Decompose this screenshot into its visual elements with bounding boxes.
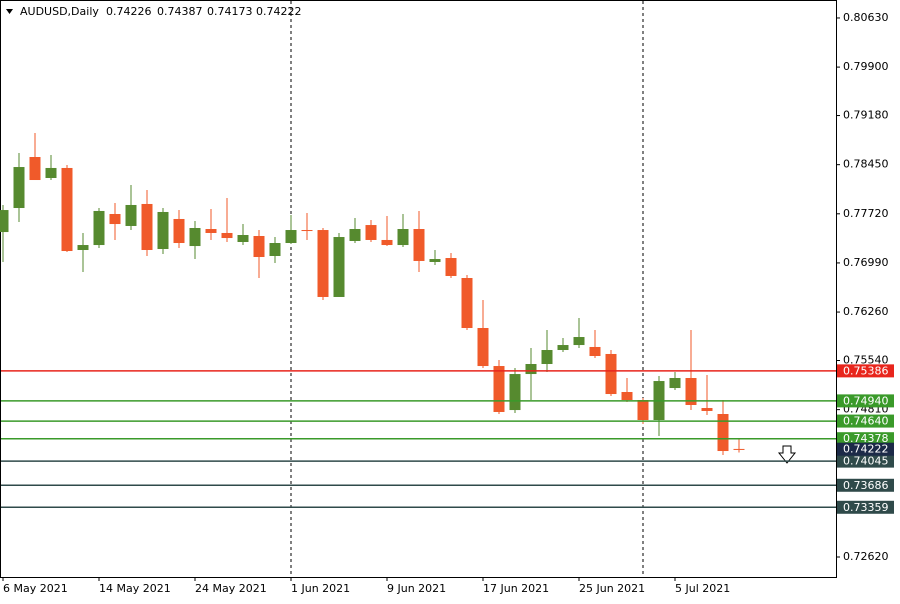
candle-body bbox=[381, 239, 393, 246]
candle-body bbox=[365, 225, 377, 240]
candle-body bbox=[61, 167, 73, 252]
candle-body bbox=[253, 236, 265, 258]
level-label: 0.73686 bbox=[843, 479, 889, 492]
x-tick-label: 25 Jun 2021 bbox=[579, 582, 645, 595]
level-label-box bbox=[837, 364, 894, 378]
candle-body bbox=[269, 243, 281, 256]
candle-body bbox=[237, 234, 249, 242]
level-label-box bbox=[837, 414, 894, 428]
x-tick-label: 9 Jun 2021 bbox=[387, 582, 446, 595]
ohlc-open: 0.74226 bbox=[106, 5, 152, 18]
candle-body bbox=[157, 211, 169, 249]
candle-body bbox=[525, 364, 537, 375]
level-label: 0.73359 bbox=[843, 501, 889, 514]
y-tick-label: 0.76990 bbox=[843, 256, 889, 269]
candle-body bbox=[733, 448, 745, 450]
candle-body bbox=[685, 378, 697, 405]
candle-body bbox=[0, 210, 9, 233]
last-price-label: 0.74222 bbox=[843, 443, 889, 456]
level-label-box bbox=[837, 478, 894, 492]
candle-body bbox=[477, 328, 489, 367]
candle-body bbox=[349, 229, 361, 241]
last-price-box bbox=[837, 442, 894, 456]
candle-body bbox=[717, 414, 729, 452]
level-label: 0.74378 bbox=[843, 432, 889, 445]
candle-body bbox=[285, 230, 297, 244]
y-tick-label: 0.79900 bbox=[843, 60, 889, 73]
candle-body bbox=[429, 259, 441, 262]
level-label: 0.75386 bbox=[843, 364, 889, 377]
candle-body bbox=[541, 350, 553, 365]
candle-body bbox=[125, 204, 137, 226]
candle-body bbox=[221, 232, 233, 239]
candle-body bbox=[109, 214, 121, 225]
candle-body bbox=[13, 167, 25, 209]
x-tick-label: 6 May 2021 bbox=[3, 582, 68, 595]
candle-body bbox=[621, 392, 633, 401]
candle-body bbox=[45, 167, 57, 178]
candle-body bbox=[397, 229, 409, 246]
y-tick-label: 0.72620 bbox=[843, 550, 889, 563]
level-label-box bbox=[837, 432, 894, 446]
candle-body bbox=[333, 237, 345, 297]
level-label-box bbox=[837, 500, 894, 514]
y-tick-label: 0.75540 bbox=[843, 354, 889, 367]
candle-body bbox=[413, 229, 425, 261]
menu-triangle[interactable] bbox=[6, 9, 13, 14]
candle-body bbox=[141, 203, 153, 251]
candle-body bbox=[669, 378, 681, 389]
candle-body bbox=[445, 258, 457, 276]
candle-body bbox=[589, 346, 601, 356]
x-tick-label: 17 Jun 2021 bbox=[483, 582, 549, 595]
candle-body bbox=[205, 229, 217, 233]
candle-body bbox=[189, 228, 201, 247]
level-label-box bbox=[837, 394, 894, 408]
candle-body bbox=[173, 218, 185, 244]
candle-body bbox=[317, 230, 329, 297]
candle-body bbox=[77, 245, 89, 251]
x-tick-label: 24 May 2021 bbox=[195, 582, 267, 595]
level-label: 0.74640 bbox=[843, 415, 889, 428]
candle-body bbox=[509, 374, 521, 411]
y-tick-label: 0.79180 bbox=[843, 109, 889, 122]
chart-title: AUDUSD,Daily bbox=[20, 5, 99, 18]
ohlc-high: 0.74387 bbox=[157, 5, 203, 18]
plot-frame bbox=[0, 0, 837, 578]
candle-body bbox=[573, 337, 585, 346]
candle-body bbox=[557, 345, 569, 351]
y-tick-label: 0.77720 bbox=[843, 207, 889, 220]
level-label-box bbox=[837, 454, 894, 468]
candle-body bbox=[637, 400, 649, 420]
y-tick-label: 0.80630 bbox=[843, 11, 889, 24]
x-tick-label: 14 May 2021 bbox=[99, 582, 171, 595]
y-tick-label: 0.78450 bbox=[843, 158, 889, 171]
x-tick-label: 1 Jun 2021 bbox=[291, 582, 350, 595]
candle-body bbox=[493, 366, 505, 412]
arrow-icon bbox=[777, 445, 797, 464]
candle-body bbox=[93, 210, 105, 246]
level-label: 0.74045 bbox=[843, 455, 889, 468]
candle-body bbox=[605, 353, 617, 395]
candle-body bbox=[29, 157, 41, 181]
candle-body bbox=[301, 230, 313, 232]
ohlc-low: 0.74173 bbox=[207, 5, 253, 18]
y-tick-label: 0.76260 bbox=[843, 305, 889, 318]
candle-body bbox=[461, 278, 473, 329]
ohlc-close: 0.74222 bbox=[256, 5, 302, 18]
level-label: 0.74940 bbox=[843, 394, 889, 407]
x-tick-label: 5 Jul 2021 bbox=[675, 582, 730, 595]
candle-body bbox=[701, 408, 713, 411]
